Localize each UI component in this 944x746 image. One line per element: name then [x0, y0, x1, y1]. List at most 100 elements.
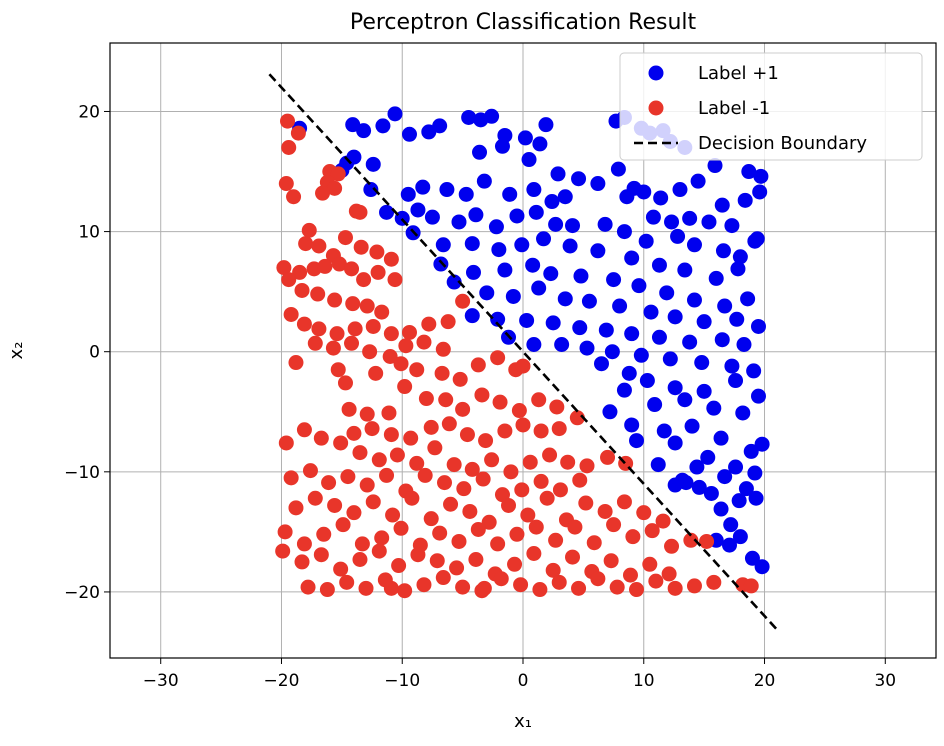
data-point-label-1 [560, 454, 576, 470]
data-point-label-1 [664, 538, 680, 554]
data-point-label-1 [424, 209, 440, 225]
legend-box [619, 52, 923, 161]
data-point-label-1 [379, 467, 395, 483]
data-point-label-1 [701, 214, 717, 230]
data-point-label-1 [311, 321, 327, 337]
data-point-label-1 [315, 185, 331, 201]
legend-swatch [648, 100, 664, 116]
data-point-label-1 [490, 536, 506, 552]
legend-label: Label +1 [698, 63, 779, 84]
data-point-label-1 [633, 347, 649, 363]
data-point-label-1 [359, 298, 375, 314]
data-point-label-1 [331, 256, 347, 272]
data-point-label-1 [624, 326, 640, 342]
data-point-label-1 [359, 477, 375, 493]
data-point-label-1 [578, 495, 594, 511]
data-point-label-1 [359, 406, 375, 422]
data-point-label-1 [409, 362, 425, 378]
data-point-label-1 [410, 547, 426, 563]
data-point-label-1 [683, 532, 699, 548]
data-point-label-1 [731, 493, 747, 509]
data-point-label-1 [746, 363, 762, 379]
data-point-label-1 [544, 194, 560, 210]
data-point-label-1 [278, 176, 294, 192]
data-point-label-1 [375, 118, 391, 134]
data-point-label-1 [750, 388, 766, 404]
data-point-label-1 [503, 464, 519, 480]
data-point-label-1 [600, 449, 616, 465]
data-point-label-1 [465, 264, 481, 280]
data-point-label-1 [311, 238, 327, 254]
data-point-label-1 [603, 553, 619, 569]
data-point-label-1 [724, 218, 740, 234]
data-point-label-1 [286, 189, 302, 205]
data-point-label-1 [333, 561, 349, 577]
legend-item-label-1: Label -1 [648, 98, 770, 119]
data-point-label-1 [464, 308, 480, 324]
data-point-label-1 [451, 533, 467, 549]
data-point-label-1 [722, 537, 737, 553]
data-point-label-1 [729, 311, 745, 327]
data-point-label-1 [400, 186, 416, 202]
data-point-label-1 [468, 552, 484, 568]
data-point-label-1 [690, 173, 706, 189]
data-point-label-1 [730, 261, 746, 277]
data-point-label-1 [344, 261, 360, 277]
data-point-label-1 [667, 380, 683, 396]
data-point-label-1 [515, 417, 531, 433]
data-point-label-1 [423, 419, 439, 435]
data-point-label-1 [455, 401, 471, 417]
data-point-label-1 [296, 422, 312, 438]
data-point-label-1 [387, 106, 403, 122]
data-point-label-1 [302, 463, 318, 479]
data-point-label-1 [519, 312, 535, 328]
data-point-label-1 [531, 392, 547, 408]
data-point-label-1 [686, 237, 702, 253]
data-point-label-1 [417, 467, 433, 483]
data-point-label-1 [621, 365, 637, 381]
data-point-label-1 [572, 472, 588, 488]
data-point-label-1 [277, 524, 293, 540]
data-point-label-1 [526, 336, 542, 352]
data-point-label-1 [337, 375, 353, 391]
data-point-label-1 [602, 404, 618, 420]
data-point-label-1 [647, 397, 663, 413]
data-point-label-1 [569, 410, 585, 426]
data-point-label-1 [655, 513, 671, 529]
data-point-label-1 [294, 554, 310, 570]
data-point-label-1 [536, 231, 552, 247]
chart-title: Perceptron Classification Result [350, 10, 697, 35]
plot-area-marks [268, 73, 778, 631]
data-point-label-1 [598, 322, 614, 338]
data-point-label-1 [363, 182, 379, 198]
data-point-label-1 [484, 452, 500, 468]
x-tick-label: 10 [633, 671, 655, 691]
data-point-label-1 [393, 520, 409, 536]
data-point-label-1 [622, 567, 638, 583]
legend-label: Label -1 [698, 98, 770, 119]
data-point-label-1 [551, 574, 567, 590]
data-point-label-1 [642, 556, 658, 572]
legend-item-label-1: Label +1 [648, 63, 779, 84]
data-point-label-1 [610, 161, 626, 177]
data-point-label-1 [301, 222, 317, 238]
y-tick-label: 10 [78, 223, 100, 243]
data-point-label-1 [415, 179, 431, 195]
y-tick-label: 0 [89, 343, 100, 363]
data-point-label-1 [624, 417, 640, 433]
data-point-label-1 [379, 204, 395, 220]
series-label-1 [292, 106, 770, 575]
x-tick-label: 30 [874, 671, 896, 691]
x-axis-label: x₁ [514, 711, 532, 732]
data-point-label-1 [667, 477, 683, 493]
data-point-label-1 [550, 166, 566, 182]
legend-item-decision-boundary: Decision Boundary [634, 133, 867, 154]
data-point-label-1 [713, 430, 729, 446]
data-point-label-1 [667, 309, 683, 325]
data-point-label-1 [478, 433, 494, 449]
data-point-label-1 [616, 494, 632, 510]
data-point-label-1 [358, 580, 374, 596]
data-point-label-1 [667, 580, 683, 596]
data-point-label-1 [353, 239, 369, 255]
data-point-label-1 [548, 216, 564, 232]
